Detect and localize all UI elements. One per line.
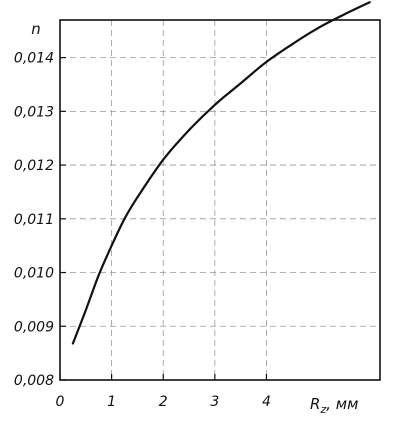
grid <box>60 20 380 380</box>
plot-frame <box>59 19 381 381</box>
x-tick-label: 1 <box>107 394 116 410</box>
y-axis-label: n <box>31 20 41 38</box>
y-tick-label: 0,013 <box>14 104 54 120</box>
x-tick-label: 4 <box>262 394 271 410</box>
x-tick-label: 3 <box>210 394 219 410</box>
axis-ticks <box>59 57 268 381</box>
series-line <box>71 1 371 345</box>
x-tick-labels: 0 1 2 3 4 <box>56 394 271 410</box>
y-tick-label: 0,010 <box>14 266 54 282</box>
y-tick-label: 0,014 <box>14 51 54 67</box>
y-tick-labels: 0,008 0,009 0,010 0,011 0,012 0,013 0,014 <box>14 51 54 389</box>
y-tick-label: 0,011 <box>14 212 54 228</box>
y-tick-label: 0,012 <box>14 158 54 174</box>
x-tick-label: 2 <box>159 394 168 410</box>
y-tick-label: 0,009 <box>14 319 54 335</box>
y-tick-label: 0,008 <box>14 373 54 389</box>
x-tick-label: 0 <box>56 394 65 410</box>
x-axis-label: Rz, мм <box>310 395 358 416</box>
